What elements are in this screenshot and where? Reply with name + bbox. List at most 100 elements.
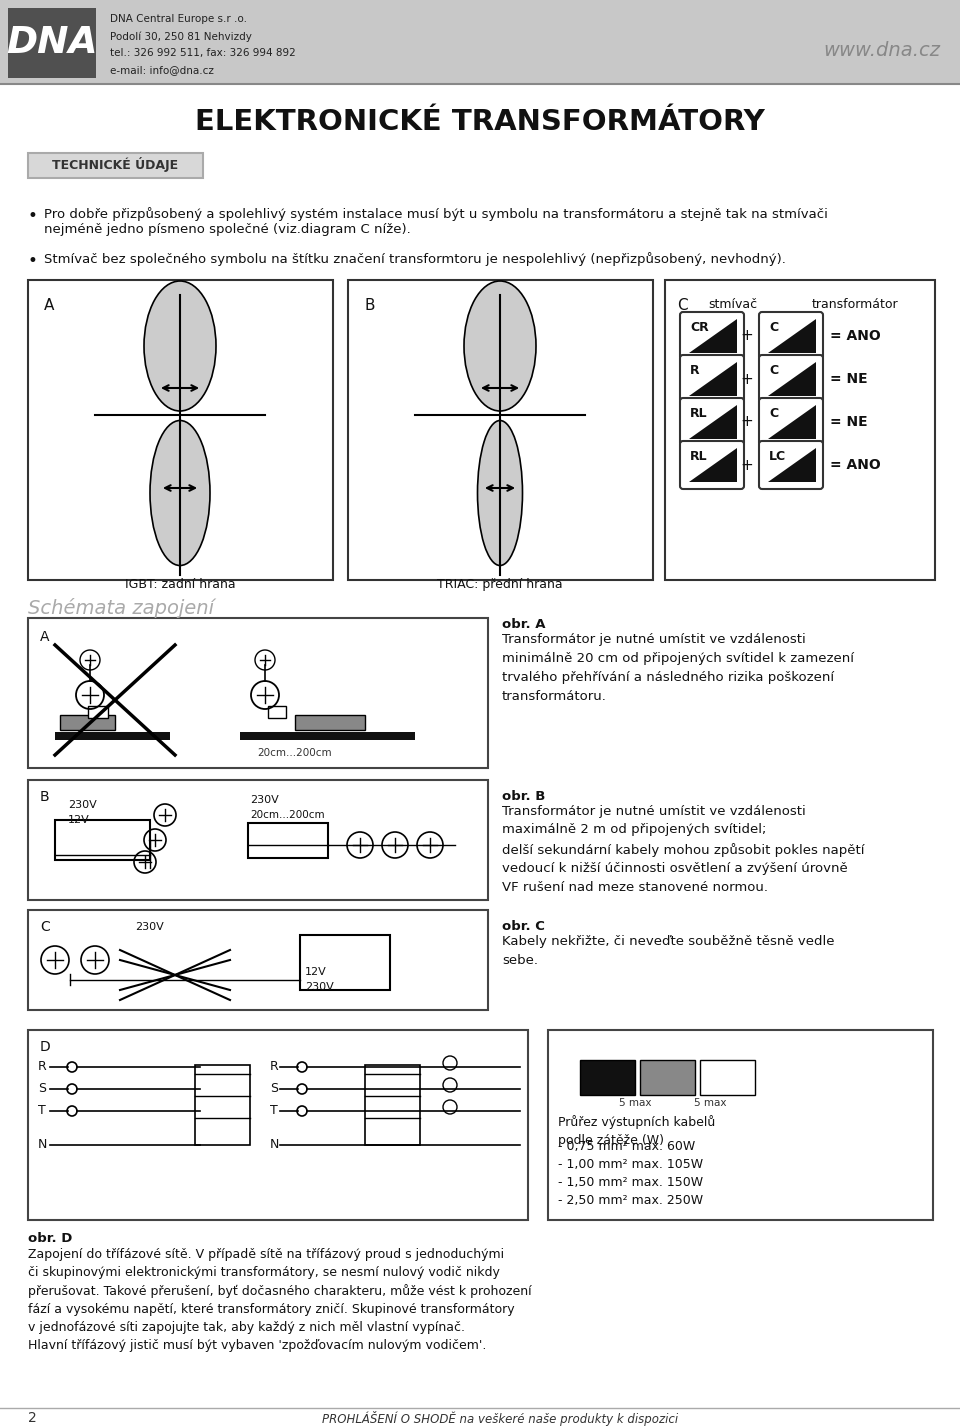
Text: 230V: 230V <box>68 800 97 810</box>
Text: ELEKTRONICKÉ TRANSFORMÁTORY: ELEKTRONICKÉ TRANSFORMÁTORY <box>195 108 765 135</box>
Text: RL: RL <box>690 406 708 421</box>
Text: +: + <box>740 415 754 429</box>
Text: 12V: 12V <box>305 967 326 977</box>
Text: C: C <box>40 920 50 934</box>
Polygon shape <box>768 405 816 439</box>
FancyBboxPatch shape <box>195 1065 250 1145</box>
Text: CR: CR <box>690 321 708 334</box>
FancyBboxPatch shape <box>680 441 744 489</box>
FancyBboxPatch shape <box>248 823 328 858</box>
FancyBboxPatch shape <box>759 441 823 489</box>
FancyBboxPatch shape <box>680 398 744 446</box>
Polygon shape <box>689 319 737 354</box>
Ellipse shape <box>144 281 216 411</box>
FancyBboxPatch shape <box>365 1065 420 1145</box>
Text: C: C <box>769 321 779 334</box>
FancyBboxPatch shape <box>88 706 108 719</box>
Text: = ANO: = ANO <box>830 329 880 344</box>
Text: R: R <box>38 1060 47 1072</box>
Text: - 2,50 mm² max. 250W: - 2,50 mm² max. 250W <box>558 1194 703 1206</box>
FancyBboxPatch shape <box>60 714 115 730</box>
Text: 5 max: 5 max <box>619 1098 651 1108</box>
Text: TECHNICKÉ ÚDAJE: TECHNICKÉ ÚDAJE <box>52 157 178 173</box>
FancyBboxPatch shape <box>759 312 823 359</box>
FancyBboxPatch shape <box>295 714 365 730</box>
Text: transformátor: transformátor <box>812 298 899 311</box>
Text: Schémata zapojení: Schémata zapojení <box>28 597 214 617</box>
Text: obr. B: obr. B <box>502 790 545 803</box>
Text: LC: LC <box>769 451 786 463</box>
FancyBboxPatch shape <box>759 355 823 404</box>
Text: •: • <box>28 207 37 225</box>
FancyBboxPatch shape <box>680 355 744 404</box>
FancyBboxPatch shape <box>759 398 823 446</box>
Text: obr. D: obr. D <box>28 1232 72 1245</box>
Text: = NE: = NE <box>830 372 868 386</box>
Text: 5 max: 5 max <box>694 1098 727 1108</box>
Text: DNA Central Europe s.r .o.: DNA Central Europe s.r .o. <box>110 14 247 24</box>
Text: 2: 2 <box>28 1410 36 1425</box>
Bar <box>8 9 96 78</box>
Text: •: • <box>28 252 37 270</box>
FancyBboxPatch shape <box>548 1030 933 1221</box>
Text: S: S <box>38 1082 46 1095</box>
Text: R: R <box>270 1060 278 1072</box>
Text: = ANO: = ANO <box>830 458 880 472</box>
Polygon shape <box>689 405 737 439</box>
Polygon shape <box>768 319 816 354</box>
Text: stmívač: stmívač <box>708 298 757 311</box>
Text: Průřez výstupních kabelů
podle zátěže (W): Průřez výstupních kabelů podle zátěže (W… <box>558 1115 715 1147</box>
Polygon shape <box>768 448 816 482</box>
Text: tel.: 326 992 511, fax: 326 994 892: tel.: 326 992 511, fax: 326 994 892 <box>110 48 296 58</box>
Ellipse shape <box>464 281 536 411</box>
Text: nejméně jedno písmeno společné (viz.diagram C níže).: nejméně jedno písmeno společné (viz.diag… <box>44 222 411 235</box>
FancyBboxPatch shape <box>28 153 203 178</box>
Text: C: C <box>677 298 687 312</box>
Text: 12V: 12V <box>68 816 89 826</box>
Text: PROHLÁŠENÍ O SHODĚ na veškeré naše produkty k dispozici: PROHLÁŠENÍ O SHODĚ na veškeré naše produ… <box>322 1410 678 1426</box>
Ellipse shape <box>150 421 210 566</box>
Text: = NE: = NE <box>830 415 868 429</box>
Text: TRIAC: přední hrana: TRIAC: přední hrana <box>437 578 563 590</box>
Text: Pro dobře přizpůsobený a spolehlivý systém instalace musí být u symbolu na trans: Pro dobře přizpůsobený a spolehlivý syst… <box>44 207 828 221</box>
Text: +: + <box>740 372 754 386</box>
Text: R: R <box>690 364 700 376</box>
Text: e-mail: info@dna.cz: e-mail: info@dna.cz <box>110 66 214 76</box>
Text: Stmívač bez společného symbolu na štítku značení transformtoru je nespolehlivý (: Stmívač bez společného symbolu na štítku… <box>44 252 786 267</box>
Text: - 1,00 mm² max. 105W: - 1,00 mm² max. 105W <box>558 1158 703 1171</box>
Text: 20cm...200cm: 20cm...200cm <box>257 749 332 759</box>
Bar <box>640 1060 695 1095</box>
Text: +: + <box>740 458 754 472</box>
Text: D: D <box>40 1040 51 1054</box>
FancyBboxPatch shape <box>28 910 488 1010</box>
Text: N: N <box>270 1138 279 1151</box>
Text: A: A <box>44 298 55 312</box>
Text: C: C <box>769 364 779 376</box>
Text: C: C <box>769 406 779 421</box>
Text: RL: RL <box>690 451 708 463</box>
Bar <box>240 732 415 740</box>
Text: B: B <box>364 298 374 312</box>
FancyBboxPatch shape <box>268 706 286 719</box>
Bar <box>55 732 170 740</box>
FancyBboxPatch shape <box>300 935 390 990</box>
Text: - 1,50 mm² max. 150W: - 1,50 mm² max. 150W <box>558 1176 703 1189</box>
FancyBboxPatch shape <box>28 1030 528 1221</box>
Text: Kabely nekřižte, či neveďte souběžně těsně vedle
sebe.: Kabely nekřižte, či neveďte souběžně těs… <box>502 935 834 967</box>
Ellipse shape <box>477 421 522 566</box>
Text: IGBT: zadní hrana: IGBT: zadní hrana <box>125 578 235 590</box>
Text: obr. A: obr. A <box>502 617 545 630</box>
Text: 20cm...200cm: 20cm...200cm <box>250 810 324 820</box>
FancyBboxPatch shape <box>28 780 488 900</box>
Text: 230V: 230V <box>250 796 278 806</box>
Text: S: S <box>270 1082 278 1095</box>
Polygon shape <box>768 362 816 396</box>
Text: Transformátor je nutné umístit ve vzdálenosti
maximálně 2 m od připojených svíti: Transformátor je nutné umístit ve vzdále… <box>502 806 865 894</box>
FancyBboxPatch shape <box>28 279 333 580</box>
FancyBboxPatch shape <box>28 617 488 769</box>
Polygon shape <box>689 362 737 396</box>
Text: - 0,75 mm² max. 60W: - 0,75 mm² max. 60W <box>558 1139 695 1154</box>
Text: T: T <box>38 1104 46 1117</box>
Text: N: N <box>38 1138 47 1151</box>
FancyBboxPatch shape <box>680 312 744 359</box>
